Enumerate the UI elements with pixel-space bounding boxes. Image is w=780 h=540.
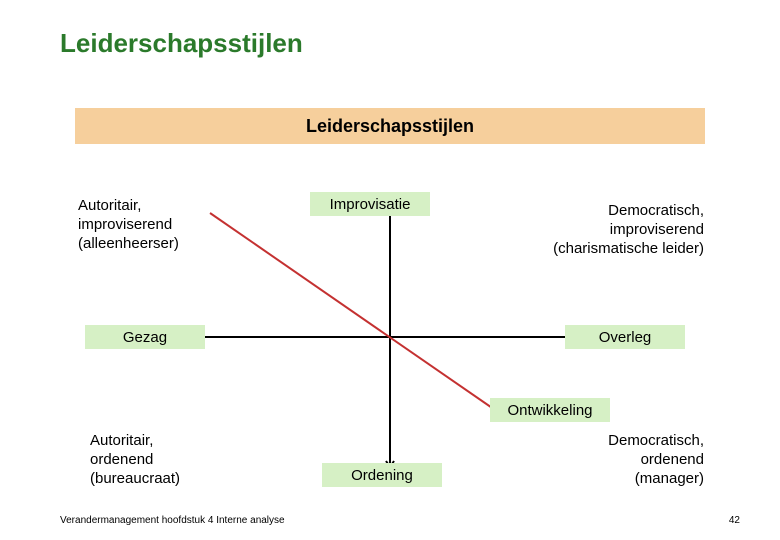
footer-text: Verandermanagement hoofdstuk 4 Interne a… [60, 515, 285, 526]
page-number: 42 [729, 515, 740, 526]
axis-left-label: Gezag [85, 325, 205, 349]
axis-bottom-label: Ordening [322, 463, 442, 487]
axis-top-label: Improvisatie [310, 192, 430, 216]
slide: Leiderschapsstijlen Leiderschapsstijlen … [0, 0, 780, 540]
axis-extra-label: Ontwikkeling [490, 398, 610, 422]
axes-diagram [0, 0, 780, 540]
axis-right-label: Overleg [565, 325, 685, 349]
